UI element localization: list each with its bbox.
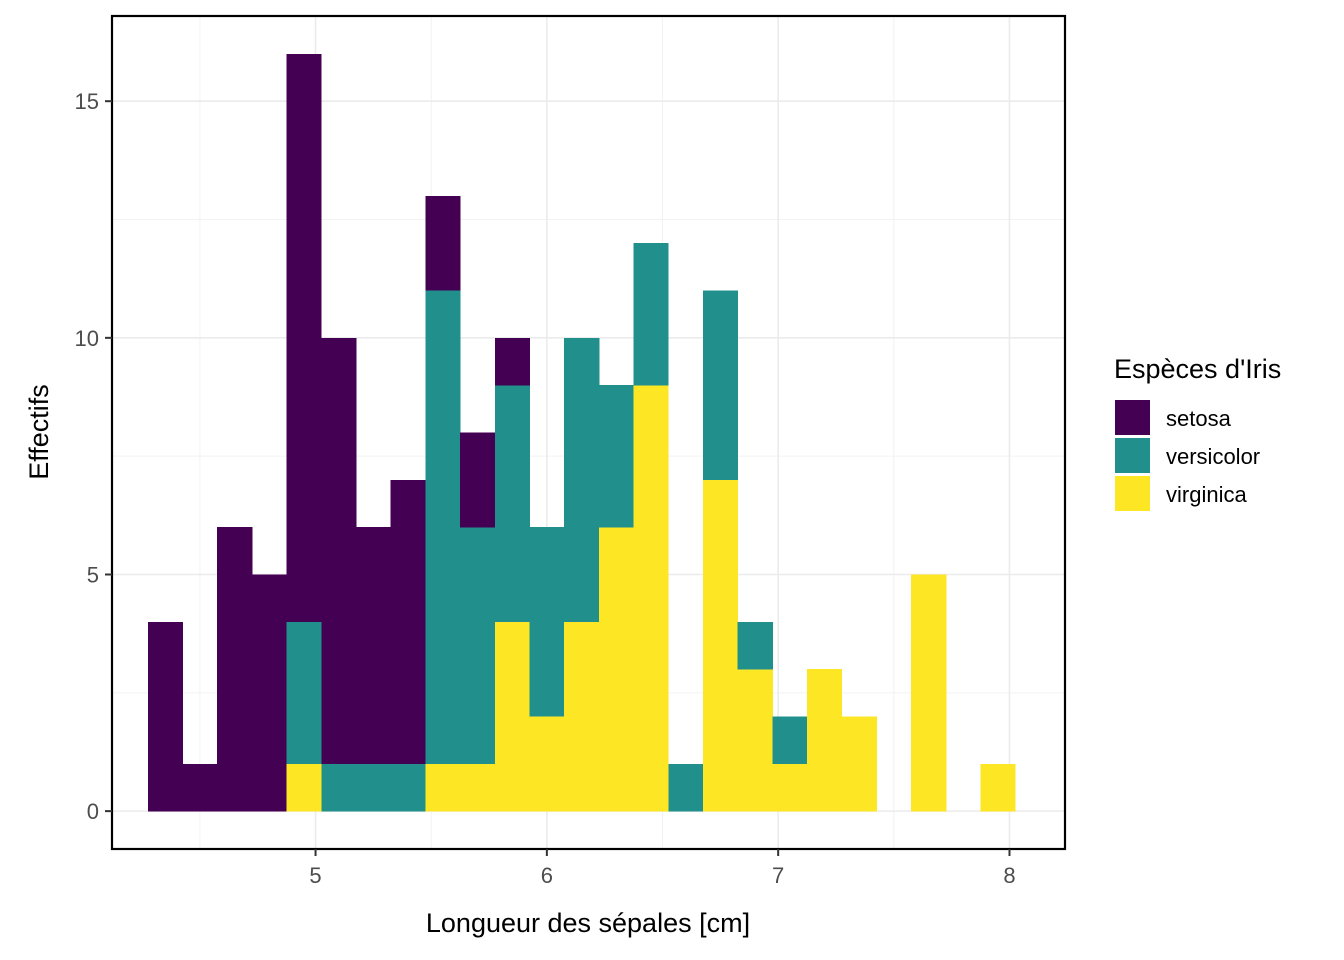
legend: Espèces d'Iris setosa versicolor virginica bbox=[1114, 354, 1281, 511]
bar-setosa bbox=[217, 527, 253, 812]
legend-label-virginica: virginica bbox=[1166, 482, 1247, 507]
bar-versicolor bbox=[286, 621, 322, 765]
bar-versicolor bbox=[425, 290, 461, 765]
bar-virginica bbox=[702, 479, 739, 812]
legend-label-versicolor: versicolor bbox=[1166, 444, 1260, 469]
bar-versicolor bbox=[633, 243, 669, 386]
bar-virginica bbox=[737, 669, 773, 812]
y-axis-title: Effectifs bbox=[24, 384, 54, 480]
x-axis-title: Longueur des sépales [cm] bbox=[426, 908, 750, 938]
bar-versicolor bbox=[668, 763, 704, 812]
bar-versicolor bbox=[564, 337, 600, 623]
bar-versicolor bbox=[529, 527, 565, 717]
bar-versicolor bbox=[460, 527, 496, 765]
bar-versicolor bbox=[390, 763, 426, 812]
legend-key-virginica bbox=[1115, 476, 1150, 511]
legend-key-setosa bbox=[1115, 400, 1150, 435]
bar-virginica bbox=[980, 763, 1016, 812]
bar-setosa bbox=[251, 574, 288, 812]
bar-setosa bbox=[356, 527, 392, 765]
y-tick-label: 0 bbox=[87, 799, 99, 824]
bar-versicolor bbox=[598, 385, 635, 528]
bar-versicolor bbox=[356, 763, 392, 812]
histogram-bars bbox=[147, 53, 1016, 812]
legend-key-versicolor bbox=[1115, 438, 1150, 473]
y-tick-label: 10 bbox=[75, 326, 99, 351]
bar-versicolor bbox=[494, 385, 530, 623]
y-tick-label: 5 bbox=[87, 562, 99, 587]
bar-virginica bbox=[911, 574, 947, 812]
bar-versicolor bbox=[702, 290, 739, 481]
bar-versicolor bbox=[772, 716, 808, 765]
bar-virginica bbox=[807, 669, 843, 812]
x-tick-label: 8 bbox=[1003, 863, 1015, 888]
bar-versicolor bbox=[321, 763, 357, 812]
bar-versicolor bbox=[737, 621, 773, 670]
x-tick-label: 6 bbox=[541, 863, 553, 888]
bar-virginica bbox=[529, 716, 565, 812]
bar-setosa bbox=[390, 479, 426, 765]
bar-setosa bbox=[286, 53, 322, 623]
y-axis: 0 5 10 15 bbox=[75, 89, 112, 824]
bar-virginica bbox=[286, 763, 322, 812]
legend-label-setosa: setosa bbox=[1166, 406, 1232, 431]
bar-virginica bbox=[772, 763, 808, 812]
bar-virginica bbox=[425, 763, 461, 812]
panel-border bbox=[110, 14, 1067, 851]
bar-setosa bbox=[425, 195, 461, 291]
x-tick-label: 5 bbox=[309, 863, 321, 888]
x-tick-label: 7 bbox=[772, 863, 784, 888]
bar-virginica bbox=[633, 385, 669, 812]
bar-setosa bbox=[460, 432, 496, 528]
y-tick-label: 15 bbox=[75, 89, 99, 114]
bar-setosa bbox=[182, 763, 218, 812]
bar-setosa bbox=[494, 337, 530, 386]
bar-virginica bbox=[494, 621, 530, 812]
bar-virginica bbox=[460, 763, 496, 812]
bar-setosa bbox=[147, 621, 183, 812]
bar-virginica bbox=[841, 716, 877, 812]
legend-title: Espèces d'Iris bbox=[1114, 354, 1281, 384]
bar-virginica bbox=[598, 527, 635, 812]
bar-virginica bbox=[564, 621, 600, 812]
x-axis: 5 6 7 8 bbox=[309, 849, 1016, 888]
bar-setosa bbox=[321, 337, 357, 765]
